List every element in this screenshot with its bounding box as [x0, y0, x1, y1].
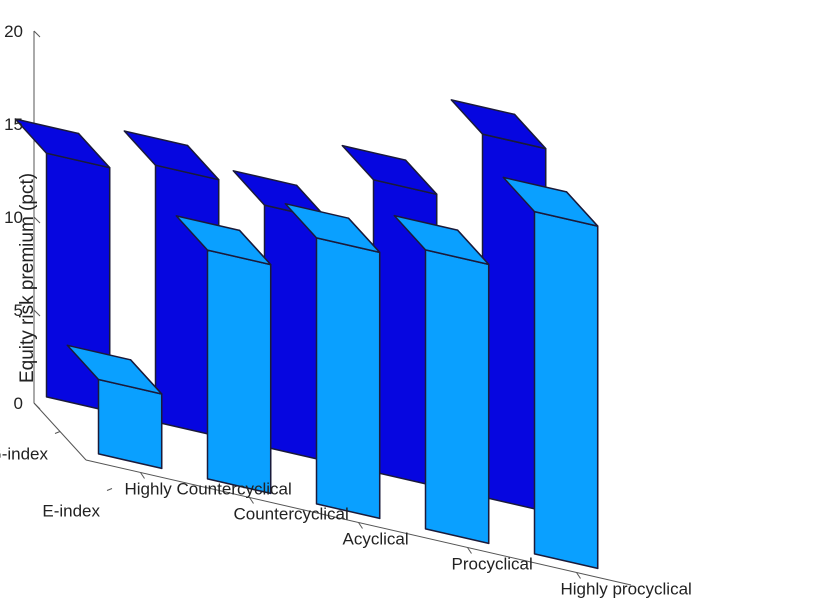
category-tick-mark [140, 472, 145, 479]
bar-front [424, 249, 490, 545]
z-tick-label: 5 [14, 301, 23, 320]
bar-front [97, 378, 163, 470]
bar-front [315, 237, 381, 520]
bar-front [206, 249, 272, 495]
category-label-countercyclical: Countercyclical [234, 505, 349, 524]
category-label-procyclical: Procyclical [452, 555, 533, 574]
y-axis-title: Equity risk premium (pct) [17, 173, 38, 383]
z-tick-mark [33, 216, 41, 224]
row-label-g-index: G-index [0, 445, 48, 464]
category-tick-mark [467, 547, 472, 554]
bar-top [14, 118, 111, 169]
category-label-highly-procyclical: Highly procyclical [561, 580, 692, 599]
bar-top [393, 214, 490, 266]
bar-top [341, 144, 438, 196]
category-tick-mark [358, 522, 363, 529]
bar-e-index-procyclical [393, 214, 490, 545]
z-tick-label: 15 [4, 115, 23, 134]
z-tick-mark [33, 30, 41, 38]
row-tick-mark [54, 431, 61, 434]
bar-top [450, 99, 547, 150]
category-tick-mark [249, 497, 254, 504]
z-tick-mark [33, 309, 41, 317]
bar-top [502, 176, 599, 227]
bar-top [175, 215, 272, 266]
row-tick-mark [106, 488, 113, 491]
bar-e-index-acyclical [284, 202, 381, 520]
bar-top [123, 130, 220, 181]
category-label-highly-countercyclical: Highly Countercyclical [125, 480, 292, 499]
labels: 0 5 10 15 20 G-index E-index Highly Countercycl… [0, 22, 692, 599]
category-tick-mark [576, 572, 581, 579]
bar-top [66, 344, 163, 395]
bar-e-index-countercyclical [175, 215, 272, 495]
category-label-acyclical: Acyclical [343, 530, 409, 549]
bar-e-index-highly-procyclical [502, 176, 599, 570]
bar-e-index-highly-countercyclical [66, 344, 163, 470]
bar-top [284, 202, 381, 254]
bar-front [533, 210, 599, 570]
row-label-e-index: E-index [42, 502, 100, 521]
bars [14, 99, 599, 570]
z-tick-label: 10 [4, 208, 23, 227]
z-tick-label: 20 [4, 22, 23, 41]
bar-g-index-highly-countercyclical [14, 118, 111, 413]
axes [33, 30, 632, 586]
z-tick-label: 0 [14, 394, 23, 413]
